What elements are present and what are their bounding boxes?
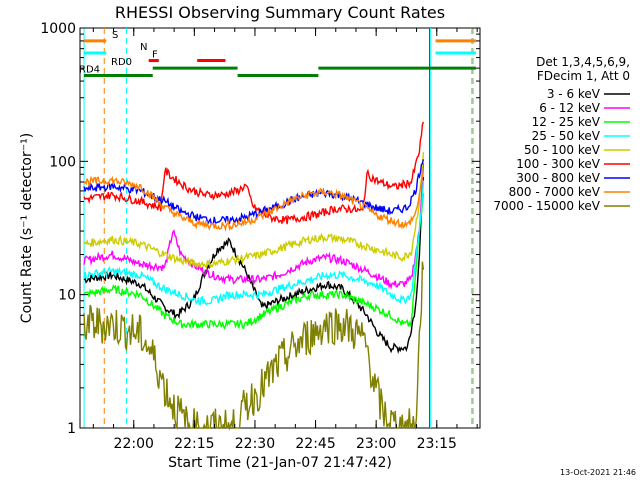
y-tick-label-0: 1	[67, 421, 76, 437]
series-line-3	[83, 180, 425, 306]
series-line-5	[83, 121, 425, 225]
plot-frame	[79, 27, 481, 429]
x-tick-label-1: 22:15	[174, 436, 214, 452]
flag-label-2: F	[152, 50, 158, 61]
flag-label-4: RD4	[79, 65, 100, 76]
legend-label-0: 3 - 6 keV	[547, 87, 601, 101]
legend-label-8: 7000 - 15000 keV	[493, 199, 600, 213]
series-line-6	[83, 159, 425, 226]
legend-label-4: 50 - 100 keV	[524, 143, 601, 157]
legend-label-1: 6 - 12 keV	[539, 101, 601, 115]
flag-label-1: N	[140, 42, 147, 53]
x-axis-label: Start Time (21-Jan-07 21:47:42)	[168, 455, 392, 471]
series-line-2	[83, 193, 425, 330]
series-line-0	[83, 176, 425, 355]
y-tick-label-1: 10	[58, 288, 76, 304]
y-tick-label-3: 1000	[40, 21, 76, 37]
y-axis-label: Count Rate (s⁻¹ detector⁻¹)	[19, 133, 35, 323]
legend-header-line2: FDecim 1, Att 0	[537, 69, 630, 83]
legend-label-2: 12 - 25 keV	[532, 115, 601, 129]
y-axis: 1 10 100 1000	[40, 21, 480, 437]
x-axis: 22:00 22:15 22:30 22:45 23:00 23:15	[92, 28, 478, 452]
legend-label-3: 25 - 50 keV	[532, 129, 601, 143]
y-tick-label-2: 100	[49, 154, 76, 170]
flag-label-0: S	[112, 30, 118, 41]
plot-area: S NF RD0 RD4	[79, 27, 481, 431]
x-tick-label-4: 23:00	[356, 436, 396, 452]
flag-label-3: RD0	[111, 57, 132, 68]
x-tick-label-3: 22:45	[295, 436, 335, 452]
series-line-1	[83, 162, 425, 290]
legend-label-7: 800 - 7000 keV	[509, 185, 601, 199]
footer-date: 13-Oct-2021 21:46	[560, 468, 636, 477]
x-tick-label-5: 23:15	[417, 436, 457, 452]
legend: Det 1,3,4,5,6,9, FDecim 1, Att 0 3 - 6 k…	[493, 55, 630, 213]
legend-header-line1: Det 1,3,4,5,6,9,	[536, 55, 630, 69]
series-line-8	[83, 261, 425, 431]
legend-label-6: 300 - 800 keV	[516, 171, 600, 185]
chart-title: RHESSI Observing Summary Count Rates	[115, 3, 445, 22]
x-tick-label-0: 22:00	[114, 436, 154, 452]
series-line-4	[83, 152, 425, 269]
series-line-7	[83, 172, 425, 232]
legend-label-5: 100 - 300 keV	[516, 157, 600, 171]
x-tick-label-2: 22:30	[235, 436, 275, 452]
